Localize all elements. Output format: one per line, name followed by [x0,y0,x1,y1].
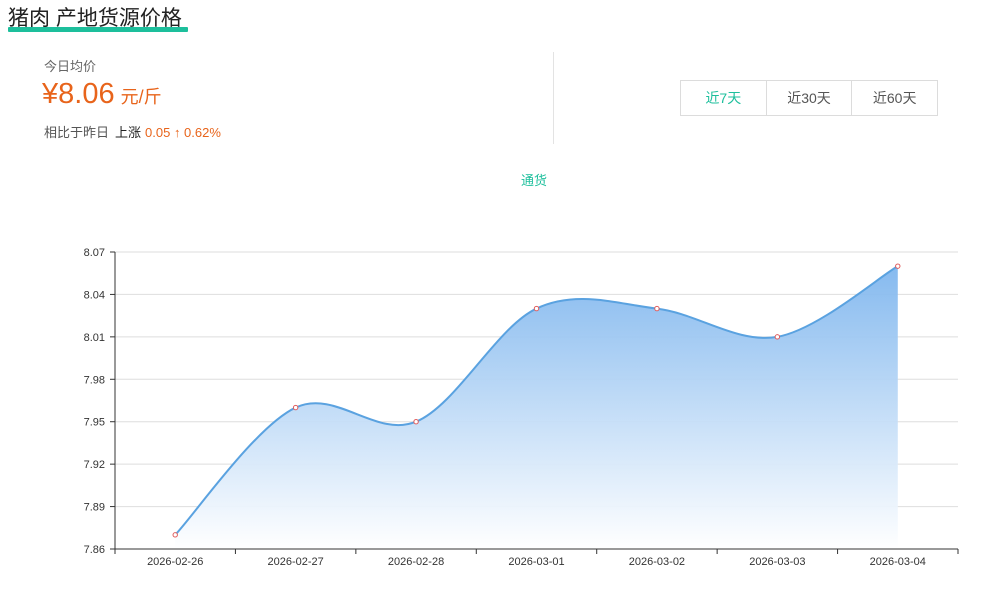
change-direction: 上涨 [115,125,142,140]
x-tick-label: 2026-03-02 [629,556,685,568]
tab-30-days[interactable]: 近30天 [765,81,852,115]
title-underline [8,27,188,32]
page-title: 猪肉 产地货源价格 [8,7,182,30]
tab-60-days[interactable]: 近60天 [851,81,937,115]
y-tick-label: 7.92 [84,459,105,471]
change-value: 0.05 ↑ 0.62% [145,125,221,140]
price-unit: 元/斤 [120,87,162,107]
data-point [895,263,901,269]
x-axis-ticks: 2026-02-26 2026-02-27 2026-02-28 2026-03-01… [114,549,959,568]
legend-item-tonghuo[interactable]: 通货 [521,173,548,188]
y-tick-label: 7.89 [84,502,105,514]
compare-label: 相比于昨日 [44,125,110,140]
x-tick-label: 2026-03-01 [508,556,564,568]
x-tick-label: 2026-02-28 [388,556,444,568]
x-tick-label: 2026-02-27 [268,556,324,568]
data-point [654,305,660,312]
today-average-label: 今日均价 [44,59,97,74]
data-point [533,305,540,312]
data-point [774,334,781,340]
data-point [292,404,299,411]
x-tick-label: 2026-03-04 [870,556,926,568]
today-price: ¥8.06 [42,78,115,110]
y-tick-label: 8.04 [84,289,105,301]
range-tabs: 近7天 近30天 近60天 [680,80,938,116]
y-tick-label: 8.07 [84,247,105,259]
data-point [172,532,178,538]
vertical-divider [553,52,554,144]
data-point [413,419,419,425]
tab-7-days[interactable]: 近7天 [705,90,742,106]
y-tick-label: 8.01 [84,332,105,344]
series-area [175,266,898,549]
y-tick-label: 7.95 [84,417,105,429]
x-tick-label: 2026-02-26 [147,556,203,568]
y-tick-label: 7.86 [84,544,105,556]
x-tick-label: 2026-03-03 [749,556,805,568]
y-tick-label: 7.98 [84,374,105,386]
y-axis-ticks: 7.86 7.89 7.92 7.95 7.98 8.01 8.04 8.07 [84,247,115,556]
data-points [172,263,901,538]
compare-row: 相比于昨日 上涨 0.05 ↑ 0.62% [44,122,221,141]
price-row: ¥8.06 元/斤 [42,78,162,111]
